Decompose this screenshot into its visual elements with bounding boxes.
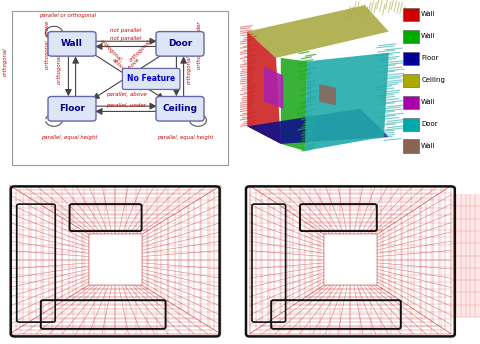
Text: parallel or orthogonal: parallel or orthogonal — [38, 13, 96, 18]
Bar — [12, 11, 228, 165]
Polygon shape — [264, 67, 283, 109]
Text: orthogonal,: orthogonal, — [128, 38, 153, 63]
Polygon shape — [247, 32, 281, 144]
Text: orthogonal: orthogonal — [187, 56, 192, 84]
Bar — [275, 202, 426, 318]
Bar — [23, 194, 207, 326]
FancyBboxPatch shape — [156, 96, 204, 121]
Bar — [256, 190, 445, 330]
Bar — [324, 235, 377, 285]
Bar — [287, 210, 414, 310]
Bar — [268, 198, 432, 322]
Text: parallel, equal height: parallel, equal height — [41, 136, 98, 140]
Bar — [250, 185, 451, 334]
Bar — [82, 230, 148, 289]
Text: orthogonal, under: orthogonal, under — [58, 37, 62, 84]
Polygon shape — [247, 5, 389, 58]
Text: orthogonal, under: orthogonal, under — [197, 21, 202, 68]
Bar — [403, 8, 419, 21]
Bar — [62, 218, 168, 301]
Polygon shape — [305, 53, 389, 151]
FancyBboxPatch shape — [48, 96, 96, 121]
Bar — [43, 206, 188, 313]
Text: Door: Door — [421, 121, 438, 127]
FancyBboxPatch shape — [156, 32, 204, 56]
Bar — [318, 230, 383, 289]
Text: No Feature: No Feature — [127, 74, 175, 84]
Bar — [403, 139, 419, 153]
Bar — [16, 190, 214, 330]
Text: orthogonal,: orthogonal, — [99, 38, 124, 63]
Bar — [89, 235, 142, 285]
Bar — [305, 222, 396, 297]
Polygon shape — [319, 84, 336, 105]
Bar — [293, 214, 408, 305]
Text: not parallel: not parallel — [110, 28, 142, 33]
Text: orthogonal: orthogonal — [2, 48, 7, 76]
Bar — [89, 235, 142, 285]
Text: Wall: Wall — [421, 143, 436, 149]
Bar — [262, 194, 439, 326]
Bar — [403, 118, 419, 131]
Bar — [312, 226, 389, 293]
Bar — [281, 206, 420, 313]
Polygon shape — [247, 109, 389, 144]
Text: Wall: Wall — [421, 11, 436, 17]
Text: parallel, under: parallel, under — [106, 103, 146, 108]
Bar — [49, 210, 181, 310]
Text: Floor: Floor — [421, 55, 439, 61]
Text: parallel, above: parallel, above — [106, 93, 146, 97]
Bar — [403, 74, 419, 87]
Bar — [36, 202, 194, 318]
Text: orthogonal, above: orthogonal, above — [46, 20, 50, 68]
Bar — [29, 198, 201, 322]
Text: above: above — [111, 57, 126, 72]
Bar — [324, 235, 377, 285]
Bar — [75, 226, 155, 293]
Bar — [403, 52, 419, 65]
Text: Wall: Wall — [61, 39, 83, 49]
Bar — [403, 30, 419, 43]
Text: parallel, equal height: parallel, equal height — [156, 136, 213, 140]
Text: Floor: Floor — [59, 104, 85, 113]
Bar — [451, 194, 480, 317]
Polygon shape — [281, 58, 307, 151]
Text: not parallel: not parallel — [110, 36, 142, 41]
Bar — [299, 218, 402, 301]
Text: above: above — [126, 57, 141, 72]
Text: Door: Door — [168, 39, 192, 49]
Bar — [56, 214, 175, 305]
Bar — [10, 185, 221, 334]
Text: Wall: Wall — [421, 99, 436, 105]
Text: Ceiling: Ceiling — [421, 77, 445, 83]
FancyBboxPatch shape — [48, 32, 96, 56]
Bar — [69, 222, 161, 297]
Text: Ceiling: Ceiling — [163, 104, 197, 113]
FancyBboxPatch shape — [122, 68, 180, 89]
Text: Wall: Wall — [421, 33, 436, 39]
Bar — [403, 96, 419, 109]
